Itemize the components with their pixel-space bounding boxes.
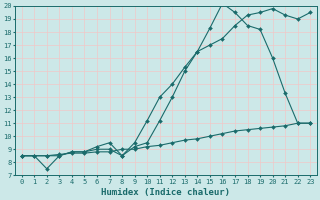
X-axis label: Humidex (Indice chaleur): Humidex (Indice chaleur) — [101, 188, 230, 197]
